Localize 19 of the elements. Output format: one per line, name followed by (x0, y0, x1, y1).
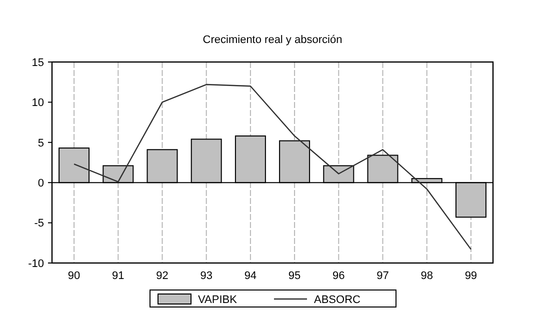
y-tick-label: 0 (38, 177, 44, 190)
x-tick-label: 92 (156, 270, 168, 282)
y-tick-label: 15 (32, 56, 44, 69)
y-tick-label: -5 (34, 218, 44, 230)
y-tick-label: -10 (28, 258, 44, 270)
x-tick-label: 93 (200, 270, 212, 282)
x-tick-label: 96 (332, 270, 345, 282)
x-tick-label: 94 (244, 270, 257, 282)
x-tick-label: 98 (420, 270, 433, 282)
legend-label: ABSORC (314, 294, 361, 306)
y-tick-label: 5 (38, 137, 44, 150)
chart-title: Crecimiento real y absorción (202, 34, 342, 46)
y-tick-label: 10 (32, 97, 44, 110)
x-tick-label: 90 (68, 270, 80, 282)
x-tick-label: 99 (464, 270, 478, 282)
legend-label: VAPIBK (198, 294, 238, 306)
x-tick-label: 91 (112, 270, 124, 282)
x-tick-label: 97 (376, 270, 389, 282)
x-tick-label: 95 (288, 270, 301, 282)
